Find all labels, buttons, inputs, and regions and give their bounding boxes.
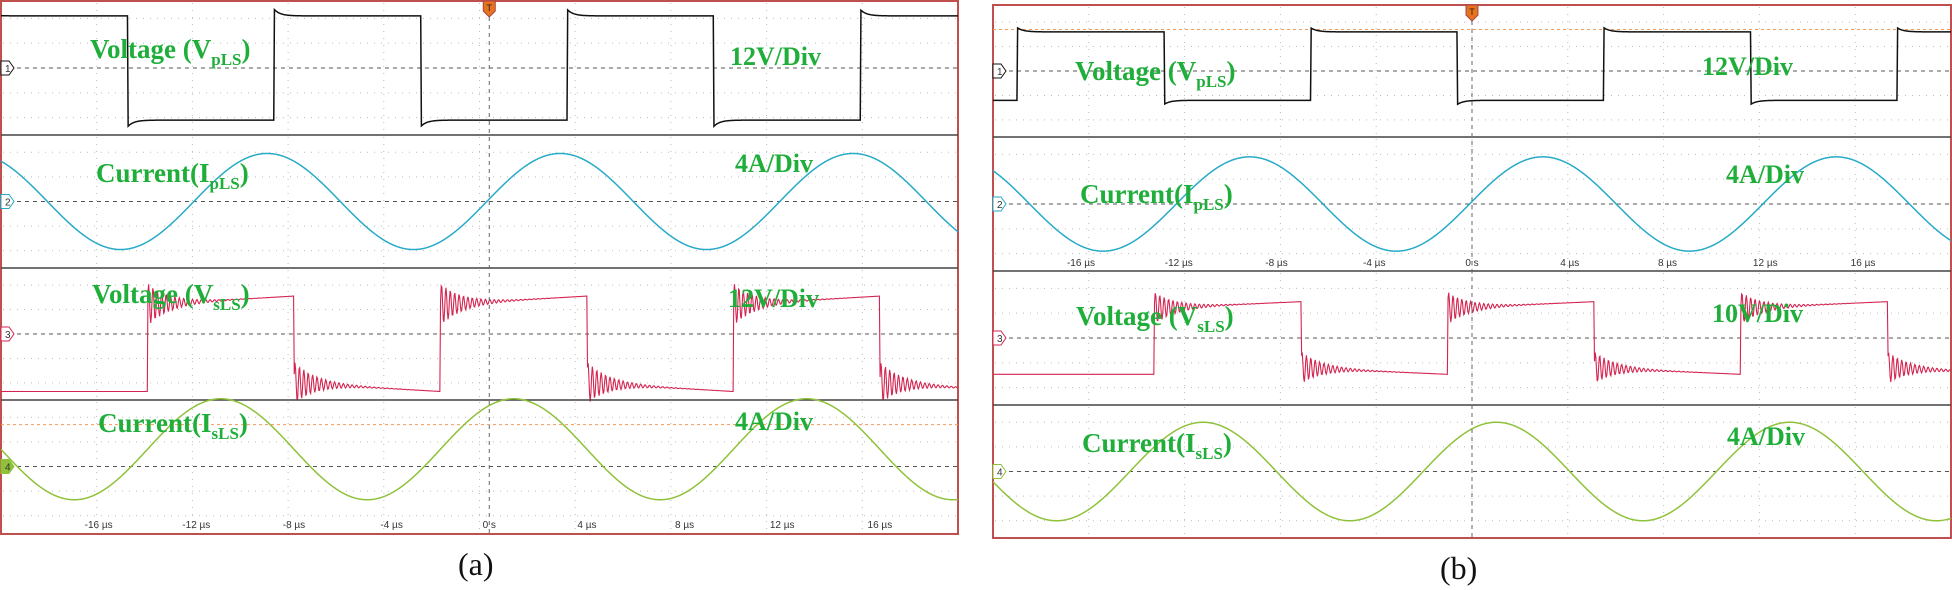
scale-label: 10V/Div bbox=[1712, 299, 1803, 328]
waveform-3 bbox=[992, 292, 1952, 383]
channel-marker: 3 bbox=[0, 326, 15, 342]
caption-b: (b) bbox=[1440, 550, 1478, 586]
channel-marker: 1 bbox=[0, 60, 15, 76]
waveform-1 bbox=[993, 26, 1951, 106]
trace-label: Current(IsLS) bbox=[98, 408, 248, 443]
trace-strip-2: 2 Current(IpLS) 4A/Div bbox=[0, 134, 959, 266]
trigger-marker: T bbox=[482, 0, 496, 18]
panel-b: 1 Voltage (VpLS) 12V/Div 2 Current(IpLS) 4A/D… bbox=[992, 4, 1952, 539]
waveform-3 bbox=[0, 284, 959, 402]
trace-strip-3: 3 Voltage (VsLS) 10V/Div bbox=[992, 270, 1952, 403]
trace-label: Current(IsLS) bbox=[1082, 428, 1232, 463]
channel-marker: 1 bbox=[992, 63, 1007, 79]
scale-label: 4A/Div bbox=[735, 407, 813, 436]
svg-text:1: 1 bbox=[997, 67, 1003, 78]
waveform-2 bbox=[0, 152, 959, 251]
x-tick-label: -8 µs bbox=[1265, 258, 1287, 269]
channel-marker: 4 bbox=[0, 459, 15, 474]
svg-text:3: 3 bbox=[997, 334, 1003, 345]
trace-strip-3: 3 Voltage (VsLS) 12V/Div bbox=[0, 267, 959, 402]
channel-marker: 3 bbox=[992, 330, 1007, 346]
trace-label: Voltage (VpLS) bbox=[1075, 56, 1236, 91]
caption-a: (a) bbox=[458, 546, 494, 582]
x-tick-label: -16 µs bbox=[85, 520, 113, 531]
x-tick-label: -8 µs bbox=[283, 520, 305, 531]
scale-label: 12V/Div bbox=[730, 42, 821, 71]
trace-label: Voltage (VsLS) bbox=[1076, 301, 1234, 336]
svg-text:T: T bbox=[1469, 7, 1475, 17]
svg-text:4: 4 bbox=[997, 468, 1003, 479]
trace-strip-2: 2 Current(IpLS) 4A/Div -16 µs -12 µs -8 µs -4 … bbox=[992, 136, 1952, 269]
x-tick-label: -4 µs bbox=[380, 520, 402, 531]
channel-marker: 4 bbox=[992, 464, 1007, 479]
x-tick-label: 12 µs bbox=[770, 520, 795, 531]
panel-a: 1 Voltage (VpLS) 12V/Div 2 Current(IpLS) 4A/D… bbox=[0, 0, 959, 535]
scale-label: 4A/Div bbox=[1727, 422, 1805, 451]
trigger-marker: T bbox=[1465, 4, 1479, 22]
waveform-4 bbox=[0, 398, 959, 501]
trace-strip-4: 4 Current(IsLS) 4A/Div -16 µs -12 µs -8 µs -4 … bbox=[0, 398, 959, 531]
channel-marker: 2 bbox=[992, 196, 1007, 212]
svg-text:2: 2 bbox=[5, 198, 11, 209]
svg-text:3: 3 bbox=[5, 330, 11, 341]
channel-marker: 2 bbox=[0, 194, 15, 209]
svg-text:2: 2 bbox=[997, 200, 1003, 211]
x-tick-label: 16 µs bbox=[1851, 258, 1876, 269]
x-tick-label: 12 µs bbox=[1753, 258, 1778, 269]
x-tick-label: 8 µs bbox=[1658, 258, 1677, 269]
trace-label: Current(IpLS) bbox=[1080, 179, 1233, 214]
x-tick-label: -12 µs bbox=[1165, 258, 1193, 269]
x-tick-label: -12 µs bbox=[182, 520, 210, 531]
x-tick-label: -16 µs bbox=[1067, 258, 1095, 269]
waveform-4 bbox=[992, 421, 1952, 522]
x-tick-label: -4 µs bbox=[1363, 258, 1385, 269]
x-tick-label: 0 s bbox=[483, 520, 496, 531]
x-tick-label: 4 µs bbox=[577, 520, 596, 531]
scale-label: 12V/Div bbox=[728, 284, 819, 313]
svg-text:1: 1 bbox=[5, 64, 11, 75]
x-tick-label: 16 µs bbox=[868, 520, 893, 531]
scale-label: 4A/Div bbox=[735, 149, 813, 178]
trace-strip-1: 1 Voltage (VpLS) 12V/Div bbox=[0, 3, 958, 133]
trace-label: Voltage (VsLS) bbox=[92, 279, 250, 314]
scale-label: 4A/Div bbox=[1726, 160, 1804, 189]
trace-label: Current(IpLS) bbox=[96, 158, 249, 193]
svg-text:T: T bbox=[487, 3, 493, 13]
svg-text:4: 4 bbox=[5, 463, 11, 474]
trace-label: Voltage (VpLS) bbox=[90, 34, 251, 69]
x-tick-label: 8 µs bbox=[675, 520, 694, 531]
scale-label: 12V/Div bbox=[1702, 52, 1793, 81]
x-tick-label: 4 µs bbox=[1560, 258, 1579, 269]
waveform-2 bbox=[992, 156, 1952, 252]
waveform-1 bbox=[0, 7, 958, 129]
